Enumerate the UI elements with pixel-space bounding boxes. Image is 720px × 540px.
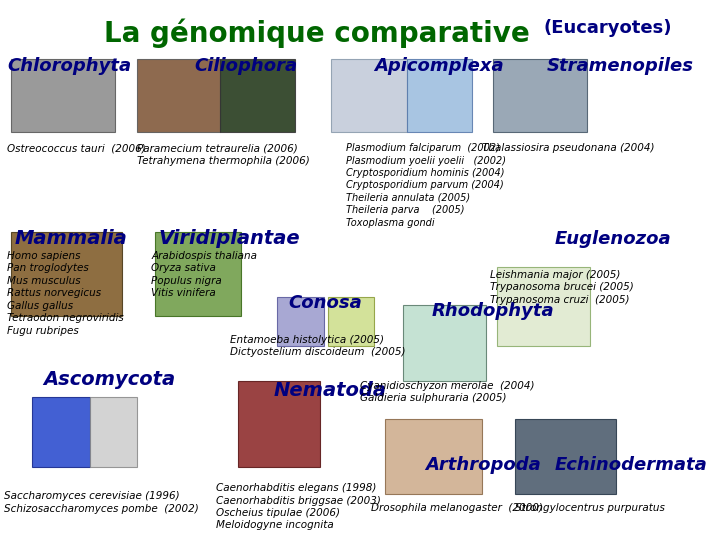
Text: Arabidospis thaliana
Oryza sativa
Populus nigra
Vitis vinifera: Arabidospis thaliana Oryza sativa Populu… <box>151 251 257 298</box>
FancyBboxPatch shape <box>407 59 472 132</box>
Text: Chlorophyta: Chlorophyta <box>7 57 131 75</box>
FancyBboxPatch shape <box>328 297 374 346</box>
FancyBboxPatch shape <box>220 59 295 132</box>
Text: Cyanidioschyzon merolae  (2004)
Galdieria sulphuraria (2005): Cyanidioschyzon merolae (2004) Galdieria… <box>360 381 534 403</box>
Text: La génomique comparative: La génomique comparative <box>104 19 530 49</box>
Text: Stramenopiles: Stramenopiles <box>547 57 694 75</box>
FancyBboxPatch shape <box>403 305 486 381</box>
FancyBboxPatch shape <box>11 232 122 316</box>
Text: Thalassiosira pseudonana (2004): Thalassiosira pseudonana (2004) <box>482 143 655 153</box>
Text: Rhodophyta: Rhodophyta <box>432 302 554 320</box>
FancyBboxPatch shape <box>385 418 482 494</box>
FancyBboxPatch shape <box>493 59 587 132</box>
FancyBboxPatch shape <box>238 381 320 467</box>
FancyBboxPatch shape <box>137 59 220 132</box>
Text: Leishmania major (2005)
Trypanosoma brucei (2005)
Trypanosoma cruzi  (2005): Leishmania major (2005) Trypanosoma bruc… <box>490 270 634 305</box>
Text: (Eucaryotes): (Eucaryotes) <box>544 19 672 37</box>
Text: Nematoda: Nematoda <box>274 381 387 400</box>
FancyBboxPatch shape <box>331 59 407 132</box>
Text: Arthropoda: Arthropoda <box>425 456 541 474</box>
Text: Entamoeba histolytica (2005)
Dictyostelium discoideum  (2005): Entamoeba histolytica (2005) Dictyosteli… <box>230 335 406 357</box>
FancyBboxPatch shape <box>90 397 137 467</box>
Text: Echinodermata: Echinodermata <box>554 456 707 474</box>
FancyBboxPatch shape <box>32 397 90 467</box>
Text: Paramecium tetraurelia (2006)
Tetrahymena thermophila (2006): Paramecium tetraurelia (2006) Tetrahymen… <box>137 143 310 165</box>
Text: Drosophila melanogaster  (2000): Drosophila melanogaster (2000) <box>371 503 543 514</box>
FancyBboxPatch shape <box>497 267 590 346</box>
Text: Ciliophora: Ciliophora <box>194 57 297 75</box>
FancyBboxPatch shape <box>515 418 616 494</box>
Text: Mammalia: Mammalia <box>14 230 127 248</box>
Text: Caenorhabditis elegans (1998)
Caenorhabditis briggsae (2003)
Oscheius tipulae (2: Caenorhabditis elegans (1998) Caenorhabd… <box>216 483 381 530</box>
Text: Strongylocentrus purpuratus: Strongylocentrus purpuratus <box>515 503 665 514</box>
Text: Ostreococcus tauri  (2006): Ostreococcus tauri (2006) <box>7 143 146 153</box>
FancyBboxPatch shape <box>277 297 324 346</box>
Text: Euglenozoa: Euglenozoa <box>554 230 671 247</box>
Text: Apicomplexa: Apicomplexa <box>374 57 504 75</box>
Text: Saccharomyces cerevisiae (1996)
Schizosaccharomyces pombe  (2002): Saccharomyces cerevisiae (1996) Schizosa… <box>4 491 198 514</box>
Text: Conosa: Conosa <box>288 294 361 312</box>
FancyBboxPatch shape <box>155 232 241 316</box>
Text: Homo sapiens
Pan troglodytes
Mus musculus
Rattus norvegicus
Gallus gallus
Tetrao: Homo sapiens Pan troglodytes Mus musculu… <box>7 251 124 335</box>
Text: Plasmodium falciparum  (2002)
Plasmodium yoelii yoelii   (2002)
Cryptosporidium : Plasmodium falciparum (2002) Plasmodium … <box>346 143 505 227</box>
FancyBboxPatch shape <box>11 59 115 132</box>
Text: Viridiplantae: Viridiplantae <box>158 230 300 248</box>
Text: Ascomycota: Ascomycota <box>43 370 176 389</box>
